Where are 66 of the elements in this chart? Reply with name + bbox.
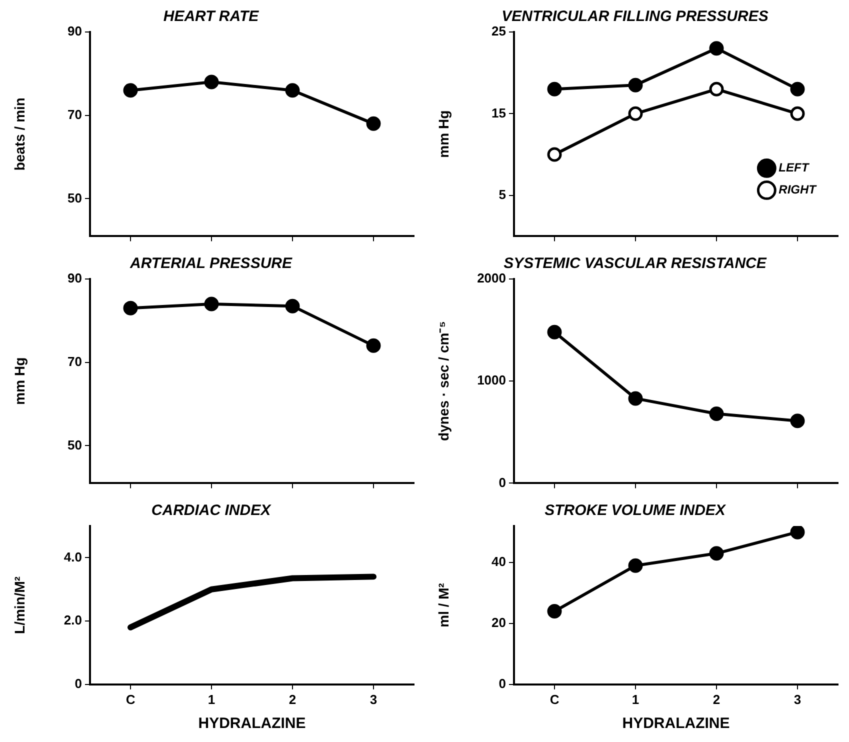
point	[790, 414, 805, 428]
y-axis-title: mm Hg	[11, 357, 28, 405]
point	[547, 147, 562, 162]
point	[123, 300, 138, 316]
point	[790, 82, 805, 96]
y-tick-label: 50	[68, 190, 82, 206]
legend-label: RIGHT	[778, 182, 818, 197]
legend-label: LEFT	[778, 160, 810, 175]
point	[709, 82, 724, 96]
y-tick-label: 50	[68, 437, 82, 452]
point	[709, 546, 724, 561]
point	[790, 526, 805, 540]
point	[285, 83, 300, 98]
x-tick-label: C	[126, 692, 136, 707]
x-tick-label: C	[550, 692, 560, 707]
y-tick-label: 0	[498, 676, 506, 691]
point	[366, 338, 381, 353]
point	[628, 391, 643, 406]
x-tick-label: 2	[712, 692, 720, 707]
point	[547, 324, 562, 340]
point	[204, 296, 219, 312]
point	[790, 106, 805, 121]
point	[628, 106, 643, 121]
x-axis-title: HYDRALAZINE	[622, 715, 730, 732]
chart-title: ARTERIAL PRESSURE	[129, 255, 293, 272]
point	[709, 41, 724, 56]
y-axis-title: L/min/M²	[11, 576, 28, 634]
x-axis-title: HYDRALAZINE	[198, 715, 306, 732]
y-tick-label: 40	[492, 554, 506, 570]
point	[709, 406, 724, 422]
point	[285, 298, 300, 314]
point	[123, 83, 138, 98]
y-tick-label: 2.0	[64, 612, 82, 628]
y-axis-title: mm Hg	[435, 110, 452, 158]
x-tick-label: 1	[632, 692, 640, 707]
y-tick-label: 90	[68, 270, 82, 286]
chart-title: VENTRICULAR FILLING PRESSURES	[502, 8, 768, 26]
x-tick-label: 3	[370, 692, 378, 707]
point	[204, 74, 219, 90]
y-axis-title: ml / M²	[435, 582, 452, 628]
chart-title: SYSTEMIC VASCULAR RESISTANCE	[504, 255, 768, 272]
y-tick-label: 0	[74, 676, 82, 691]
y-tick-label: 5	[498, 186, 506, 202]
y-tick-label: 2000	[477, 270, 506, 286]
y-tick-label: 15	[492, 105, 506, 120]
y-tick-label: 25	[492, 24, 506, 39]
y-tick-label: 1000	[477, 372, 506, 388]
y-tick-label: 0	[498, 474, 506, 490]
x-tick-label: 2	[288, 692, 296, 707]
point	[628, 558, 643, 573]
y-tick-label: 70	[68, 354, 82, 369]
y-axis-title: dynes · sec / cm⁻⁵	[435, 321, 452, 441]
x-tick-label: 3	[794, 692, 802, 707]
point	[628, 78, 643, 92]
y-axis-title: beats / min	[11, 98, 28, 171]
point	[547, 604, 562, 619]
y-tick-label: 4.0	[64, 549, 82, 564]
y-tick-label: 70	[68, 106, 82, 122]
chart-title: HEART RATE	[163, 8, 260, 26]
x-tick-label: 1	[208, 692, 216, 707]
point	[366, 116, 381, 131]
chart-title: STROKE VOLUME INDEX	[544, 502, 726, 520]
point	[547, 82, 562, 96]
y-tick-label: 20	[492, 615, 506, 630]
chart-title: CARDIAC INDEX	[151, 502, 272, 520]
y-tick-label: 90	[68, 24, 82, 39]
